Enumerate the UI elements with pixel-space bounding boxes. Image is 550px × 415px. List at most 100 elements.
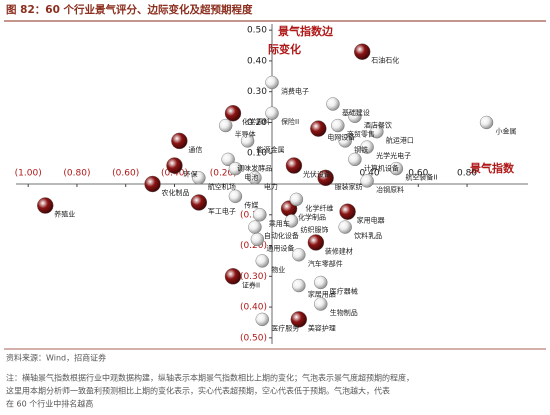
point-label: 装修建材 [325, 246, 353, 255]
bubble [314, 297, 328, 311]
bubble [348, 109, 362, 124]
bubble [479, 115, 494, 130]
point-label: 石油石化 [371, 56, 399, 65]
point-label: 化学制品 [298, 213, 326, 222]
bubble [253, 208, 267, 222]
point-label: 军工电子 [208, 206, 236, 215]
point-label: 自动化设备 [264, 231, 299, 240]
bubble [331, 118, 345, 133]
point-label: 纺织服饰 [301, 225, 329, 234]
x-tick-label: (1.00) [15, 169, 42, 179]
bubble [317, 169, 334, 187]
note: 在 60 个行业中排名越高 [6, 399, 93, 409]
note: 这里用本期分析师一致盈利预测相比上期的变化表示，实心代表超预期，空心代表低于预期… [6, 386, 390, 396]
point-label: 证券II [242, 280, 260, 289]
x-tick-label: (0.80) [63, 169, 90, 179]
bubble [314, 275, 328, 290]
point-label: 乘用车 [269, 219, 290, 228]
point-label: 通信 [188, 145, 202, 154]
source: 资料来源：Wind，招商证券 [6, 353, 106, 363]
point-label: 基础建设 [342, 108, 370, 117]
bubble [190, 194, 208, 211]
bubble [354, 43, 371, 60]
x-tick-label: 0.80 [457, 169, 477, 179]
point-label: 电力 [264, 182, 278, 191]
x-tick-label: 0.40 [360, 169, 380, 179]
y-axis-label: 际变化 [268, 42, 301, 56]
point-label: 光学光电子 [376, 151, 411, 160]
bubble [221, 152, 235, 167]
bubble [240, 134, 255, 148]
point-label: 酒店餐饮 [364, 120, 392, 129]
bubble [171, 132, 188, 150]
bubble [224, 268, 242, 285]
bubble [166, 157, 183, 174]
point-label: 钢铁 [354, 145, 368, 154]
bubble [310, 120, 327, 137]
bubble [290, 311, 308, 328]
point-label: 消费电子 [281, 86, 309, 95]
point-label: 航空装备II [405, 173, 437, 182]
y-tick-label: (0.50) [240, 333, 267, 343]
bubble [389, 161, 404, 176]
bubble [284, 214, 299, 228]
bubble [338, 134, 352, 148]
point-label: 航空机场 [208, 182, 236, 191]
bubble [360, 174, 374, 188]
point-label: 生物制品 [330, 308, 358, 317]
point-label: 环保 [183, 170, 197, 179]
point-label: 家居用品 [308, 290, 336, 299]
point-label: 冶钢原料 [376, 185, 404, 194]
x-tick-label: (0.20) [210, 169, 237, 179]
point-label: 光伏设备 [303, 170, 331, 179]
x-tick-label: 0.60 [408, 169, 428, 179]
bubble [192, 171, 206, 185]
point-label: 能源金属 [257, 145, 285, 154]
y-tick-label: 0.20 [247, 118, 267, 128]
bubble [255, 254, 269, 268]
point-label: 饮料乳品 [354, 231, 382, 240]
y-tick-label: 0.30 [247, 87, 267, 97]
y-tick-label: 0.50 [247, 26, 267, 36]
point-label: 计算机设备 [364, 163, 399, 172]
point-label: 服装家纺 [335, 182, 363, 191]
bubble [285, 157, 303, 174]
point-label: 调味发酵品 [237, 163, 272, 172]
bubble [250, 232, 265, 247]
y-tick-label: (0.40) [240, 303, 267, 313]
chart-title: 图 82：60 个行业景气评分、边际变化及超预期程度 [6, 3, 253, 16]
bubble [228, 161, 243, 176]
bubble [370, 124, 384, 139]
point-label: 美容护理 [308, 323, 336, 332]
point-label: 物业 [271, 265, 285, 274]
bubble [248, 171, 262, 185]
point-label: 养殖业 [54, 210, 75, 219]
bubble [218, 118, 233, 133]
point-label: 小金属 [496, 126, 517, 135]
bubble [37, 197, 54, 214]
point-label: 农化制品 [162, 188, 190, 197]
bubble [348, 152, 362, 167]
point-label: 化学纤维 [305, 203, 333, 212]
point-label: 医疗器械 [330, 286, 358, 295]
y-tick-label: 0.10 [247, 149, 267, 159]
point-label: 电网设备 [327, 133, 355, 142]
point-label: 半导体 [235, 130, 256, 139]
y-axis-label: 景气指数边 [277, 24, 334, 38]
point-label: 家用电器 [357, 216, 385, 225]
bubble [360, 140, 374, 154]
bubble [292, 278, 306, 293]
bubble [307, 234, 325, 251]
bubble [144, 175, 161, 193]
point-label: 传媒 [244, 200, 258, 209]
bubble [265, 106, 279, 120]
point-label: 化学原料 [242, 117, 270, 126]
bubble [224, 105, 242, 122]
bubble [248, 220, 262, 234]
point-label: 医疗服务 [271, 323, 299, 332]
point-label: 汽车零部件 [308, 259, 343, 268]
point-label: 商贸零售 [347, 130, 375, 139]
note: 注：横轴景气指数根据行业中观数据构建，纵轴表示本期景气指数相比上期的变化；气泡表… [6, 373, 414, 383]
y-tick-label: (0.30) [240, 272, 267, 282]
